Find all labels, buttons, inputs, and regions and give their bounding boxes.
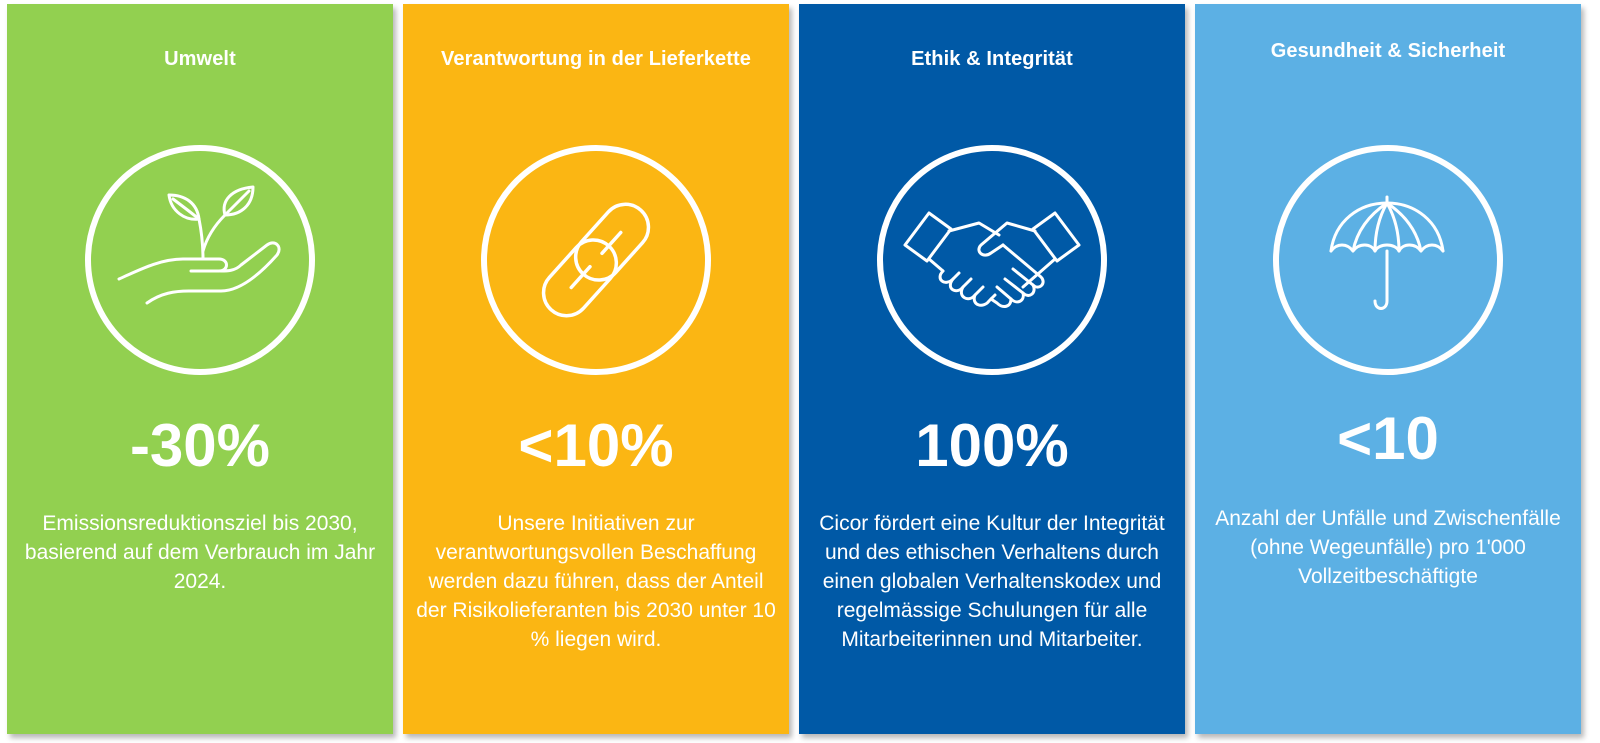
plant-in-hand-icon bbox=[117, 185, 281, 305]
metric-value: -30% bbox=[129, 412, 271, 479]
panel-description: Unsere Initiativen zur verantwortungsvol… bbox=[416, 512, 776, 651]
metric-value: <10 bbox=[1337, 405, 1439, 472]
metric-value: 100% bbox=[915, 412, 1069, 479]
panel-title: Gesundheit & Sicherheit bbox=[1270, 40, 1506, 62]
panel-health-safety: Gesundheit & Sicherheit <10 Anzahl der U… bbox=[1195, 4, 1581, 734]
panel-ethics: Ethik & Integrität bbox=[799, 4, 1185, 734]
panel-title: Ethik & Integrität bbox=[911, 48, 1073, 70]
handshake-icon bbox=[903, 211, 1081, 308]
icon-circle bbox=[877, 145, 1107, 375]
panel-description: Emissionsreduktionsziel bis 2030, basier… bbox=[24, 512, 376, 593]
umbrella-icon bbox=[1329, 195, 1445, 310]
panel-supply-chain: Verantwortung in der Lieferkette <10% Un… bbox=[403, 4, 789, 734]
panel-description: Anzahl der Unfälle und Zwischenfälle (oh… bbox=[1215, 507, 1561, 588]
icon-circle bbox=[481, 145, 711, 375]
chain-link-icon bbox=[541, 202, 651, 318]
panel-description: Cicor fördert eine Kultur der Integrität… bbox=[819, 512, 1165, 651]
metric-value: <10% bbox=[518, 412, 674, 479]
panel-title: Umwelt bbox=[164, 48, 236, 70]
panel-environment: Umwelt -30% Emissionsreduktionsziel bis … bbox=[7, 4, 393, 734]
icon-circle bbox=[1273, 145, 1503, 375]
panel-title: Verantwortung in der Lieferkette bbox=[441, 48, 751, 70]
icon-circle bbox=[85, 145, 315, 375]
